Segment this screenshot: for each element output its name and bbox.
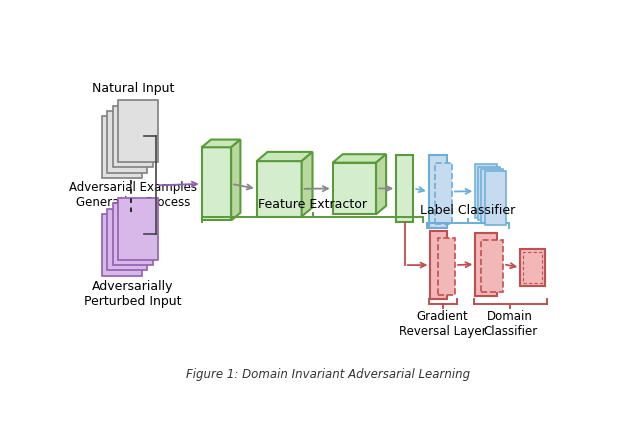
FancyBboxPatch shape (478, 166, 500, 220)
FancyBboxPatch shape (396, 155, 413, 222)
FancyBboxPatch shape (429, 155, 447, 228)
Polygon shape (113, 106, 153, 167)
Polygon shape (231, 140, 241, 220)
Polygon shape (113, 204, 153, 265)
FancyBboxPatch shape (481, 169, 503, 223)
FancyBboxPatch shape (524, 252, 542, 283)
Polygon shape (257, 161, 301, 216)
FancyBboxPatch shape (438, 238, 455, 295)
Text: Figure 1: Domain Invariant Adversarial Learning: Figure 1: Domain Invariant Adversarial L… (186, 367, 470, 381)
Polygon shape (102, 214, 142, 276)
Text: Natural Input: Natural Input (92, 82, 174, 95)
Polygon shape (333, 154, 386, 162)
Text: Feature Extractor: Feature Extractor (258, 198, 367, 211)
Polygon shape (202, 140, 241, 147)
Text: Gradient
Reversal Layer: Gradient Reversal Layer (399, 310, 486, 338)
Text: Adversarially
Perturbed Input: Adversarially Perturbed Input (84, 280, 182, 308)
Polygon shape (118, 100, 158, 162)
Polygon shape (333, 162, 376, 214)
Polygon shape (257, 152, 312, 161)
Text: Adversarial Examples
Generation Process: Adversarial Examples Generation Process (68, 180, 196, 208)
FancyBboxPatch shape (476, 233, 497, 296)
FancyBboxPatch shape (484, 171, 506, 225)
Polygon shape (118, 198, 158, 260)
Polygon shape (202, 147, 231, 220)
Text: Label Classifier: Label Classifier (420, 205, 515, 217)
FancyBboxPatch shape (481, 240, 503, 292)
FancyBboxPatch shape (430, 231, 447, 299)
FancyBboxPatch shape (476, 164, 497, 218)
Polygon shape (301, 152, 312, 216)
Polygon shape (107, 209, 147, 271)
Polygon shape (102, 117, 142, 178)
FancyBboxPatch shape (435, 163, 452, 223)
Polygon shape (107, 111, 147, 173)
FancyBboxPatch shape (520, 249, 545, 286)
Text: Domain
Classifier: Domain Classifier (483, 310, 537, 338)
Polygon shape (376, 154, 386, 214)
